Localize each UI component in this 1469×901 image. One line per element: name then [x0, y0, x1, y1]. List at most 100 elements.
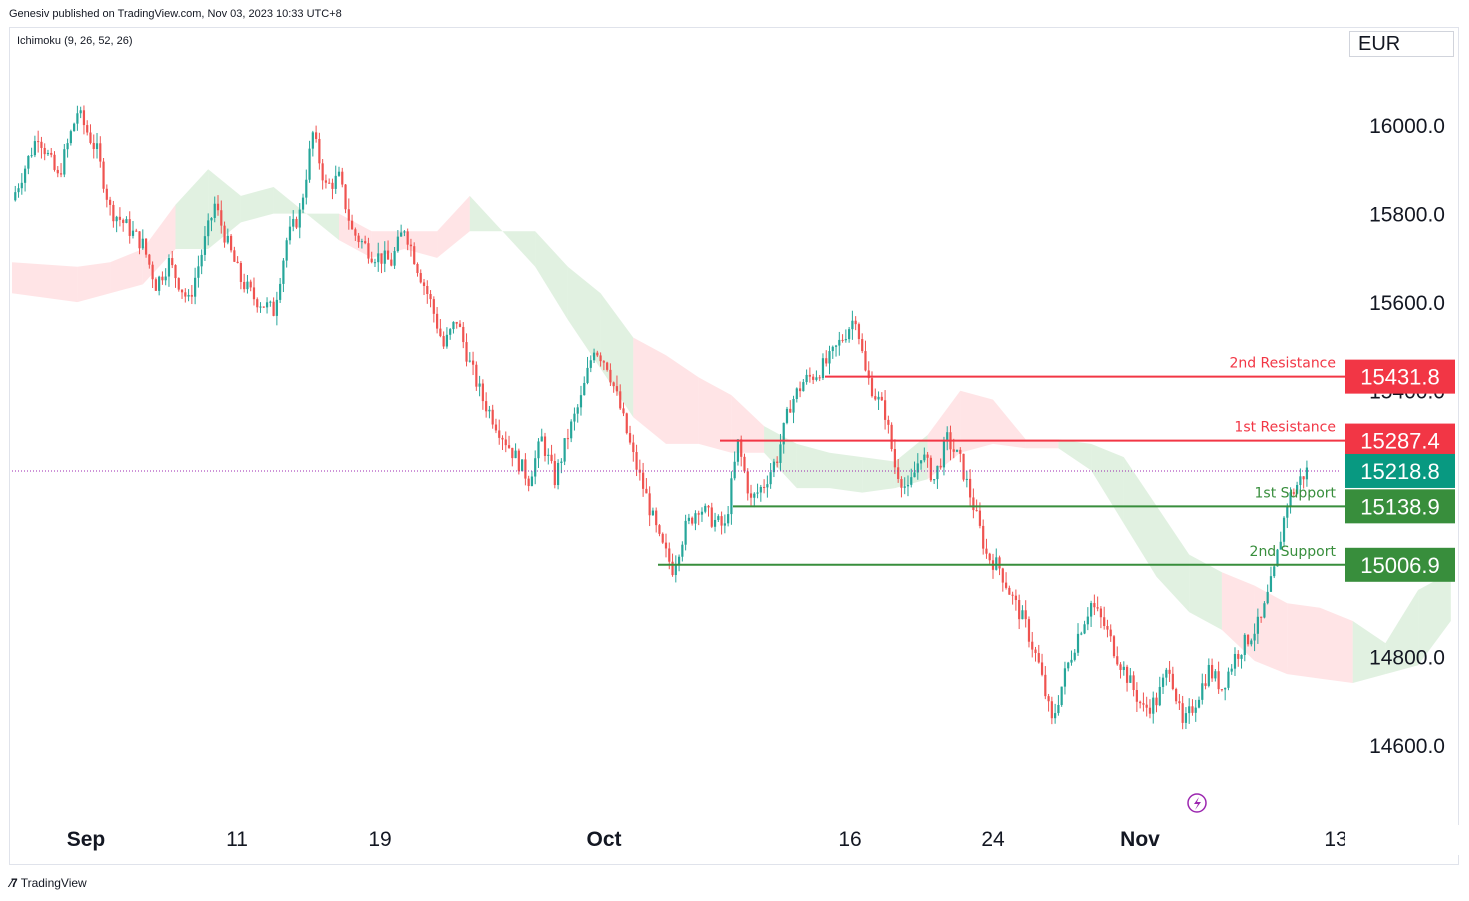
candle-body: [759, 486, 762, 493]
candle-body: [56, 169, 59, 174]
candle-body: [73, 123, 76, 132]
candle-body: [916, 463, 919, 473]
x-tick-label: Oct: [586, 828, 621, 851]
candle-body: [1129, 675, 1132, 683]
candle-body: [213, 203, 216, 218]
candle-body: [285, 240, 288, 261]
candle-body: [805, 374, 808, 383]
candle-body: [1253, 633, 1256, 641]
candle-body: [1289, 492, 1292, 506]
cloud-segment: [142, 204, 176, 285]
candle-body: [1282, 517, 1286, 542]
candle-body: [854, 320, 857, 325]
tradingview-branding[interactable]: ⁄7 TradingView: [10, 876, 87, 890]
candle-body: [151, 264, 154, 280]
candle-body: [1217, 671, 1220, 690]
candle-body: [177, 278, 180, 290]
candle-body: [233, 250, 236, 262]
candle-body: [426, 285, 429, 294]
candle-body: [360, 241, 363, 243]
candle-body: [779, 444, 782, 463]
cloud-segment: [77, 262, 111, 303]
candle-body: [422, 282, 426, 286]
candle-body: [1273, 566, 1276, 577]
candle-body: [161, 276, 164, 281]
x-tick-label: Sep: [67, 828, 106, 851]
candle-body: [144, 238, 148, 255]
candle-body: [1148, 707, 1152, 714]
candle-body: [648, 493, 651, 516]
candle-body: [1299, 476, 1302, 486]
level-name-2nd-support: 2nd Support: [1250, 544, 1337, 560]
candle-body: [301, 197, 305, 210]
candle-body: [955, 449, 959, 452]
cloud-segment: [175, 169, 209, 249]
indicator-label[interactable]: Ichimoku (9, 26, 52, 26): [17, 35, 133, 47]
cloud-segment: [110, 249, 143, 294]
cloud-segment: [1189, 554, 1222, 630]
candle-body: [511, 447, 514, 459]
candle-body: [37, 141, 40, 143]
candle-body: [625, 413, 628, 434]
cloud-segment: [1320, 607, 1353, 683]
candle-body: [1060, 686, 1063, 705]
candle-body: [216, 203, 220, 211]
candle-body: [1220, 689, 1223, 691]
candle-body: [452, 321, 455, 330]
candle-body: [959, 449, 962, 454]
y-tick-label: 15800.0: [1369, 204, 1445, 227]
candle-body: [795, 388, 798, 399]
candle-body: [720, 516, 723, 526]
candle-body: [560, 461, 563, 463]
candle-body: [838, 339, 841, 346]
cloud-segment: [633, 337, 666, 444]
candle-body: [1132, 675, 1135, 691]
candle-body: [769, 472, 772, 485]
candle-body: [488, 409, 491, 412]
candle-body: [109, 199, 112, 205]
candle-body: [33, 141, 36, 156]
candle-body: [95, 143, 99, 149]
currency-selector[interactable]: EUR: [1349, 31, 1454, 57]
candle-body: [1040, 662, 1044, 675]
y-tick-label: 16000.0: [1369, 115, 1445, 138]
candle-body: [798, 388, 802, 392]
candle-body: [1210, 664, 1214, 679]
candle-body: [566, 438, 569, 440]
candle-body: [599, 355, 602, 362]
candle-body: [540, 436, 543, 442]
last-price-label: 15218.8: [1360, 459, 1440, 484]
candle-body: [53, 154, 56, 170]
candle-body: [380, 253, 383, 264]
candle-body: [364, 241, 367, 244]
candle-body: [1018, 600, 1021, 620]
candle-body: [59, 173, 63, 175]
candle-body: [772, 461, 776, 473]
candle-body: [154, 279, 157, 291]
candle-body: [347, 209, 350, 221]
candle-body: [710, 507, 713, 527]
cloud-segment: [12, 262, 78, 303]
candle-body: [929, 457, 932, 481]
cloud-segment: [1385, 590, 1419, 675]
candle-body: [825, 358, 828, 364]
candle-body: [939, 465, 942, 468]
candle-body: [517, 450, 520, 472]
candle-body: [867, 370, 870, 379]
candle-body: [713, 519, 717, 527]
candle-body: [1237, 653, 1240, 659]
candle-body: [246, 281, 249, 290]
chart-frame: [9, 27, 1459, 865]
candle-body: [1106, 625, 1109, 630]
candle-body: [933, 479, 936, 481]
candle-body: [1125, 666, 1129, 683]
candle-body: [462, 326, 465, 343]
candle-body: [1256, 616, 1259, 634]
candle-body: [1305, 467, 1309, 480]
candle-body: [449, 329, 452, 335]
candle-body: [14, 192, 17, 201]
candle-body: [821, 358, 825, 379]
candle-body: [184, 292, 187, 297]
candle-body: [1057, 704, 1060, 714]
